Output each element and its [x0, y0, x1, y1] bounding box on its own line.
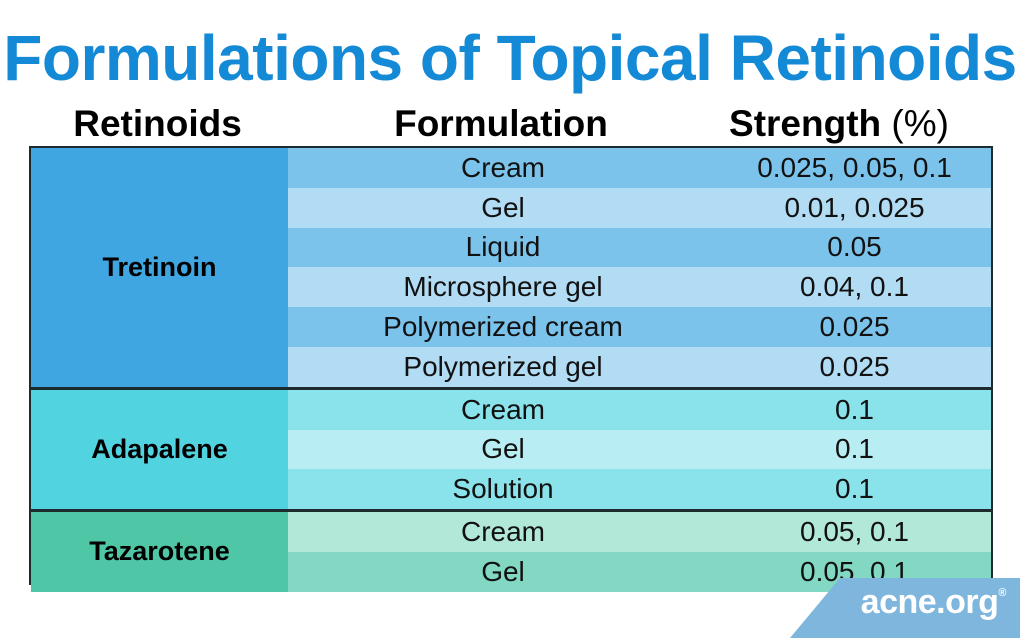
page-title: Formulations of Topical Retinoids [3, 22, 1017, 94]
strength-cell: 0.01, 0.025 [784, 191, 925, 223]
formulation-cell: Gel [481, 433, 525, 465]
table-row: Solution 0.1 [288, 469, 991, 510]
formulation-cell: Polymerized cream [383, 311, 623, 343]
formulation-cell: Gel [481, 555, 525, 587]
group-name: Tazarotene [31, 512, 288, 592]
strength-cell: 0.025, 0.05, 0.1 [757, 151, 952, 183]
strength-cell: 0.1 [835, 433, 874, 465]
formulation-cell: Gel [481, 191, 525, 223]
registered-mark: ® [998, 587, 1006, 599]
strength-cell: 0.025 [819, 350, 890, 382]
formulation-cell: Solution [452, 473, 554, 505]
strength-cell: 0.025 [819, 311, 890, 343]
strength-cell: 0.04, 0.1 [800, 271, 909, 303]
column-header-formulation: Formulation [394, 103, 608, 144]
table-row: Cream 0.1 [288, 389, 991, 430]
table-row: Cream 0.05, 0.1 [288, 512, 991, 552]
retinoids-table: Tretinoin Cream 0.025, 0.05, 0.1 Gel 0.01,… [29, 146, 993, 592]
group-name: Adapalene [31, 389, 288, 510]
table-row: Polymerized gel 0.025 [288, 346, 991, 387]
acne-org-logo: acne.org® [860, 583, 1007, 622]
formulation-cell: Cream [460, 393, 545, 425]
table-row: Gel 0.1 [288, 429, 991, 470]
table-row: Gel 0.01, 0.025 [288, 187, 991, 228]
formulation-cell: Cream [460, 516, 545, 548]
formulation-cell: Cream [460, 151, 545, 183]
table-row: Polymerized cream 0.025 [288, 307, 991, 347]
table-row: Microsphere gel 0.04, 0.1 [288, 267, 991, 308]
strength-unit: (%) [891, 103, 949, 144]
table-row: Liquid 0.05 [288, 227, 991, 268]
strength-label: Strength [729, 103, 882, 144]
column-header-strength: Strength (%) [686, 102, 992, 146]
table-header: Retinoids Formulation Strength (%) [0, 102, 1020, 146]
strength-cell: 0.05, 0.1 [800, 516, 909, 548]
table-row: Cream 0.025, 0.05, 0.1 [288, 148, 991, 188]
strength-cell: 0.1 [835, 393, 874, 425]
logo-text: acne.org [860, 583, 999, 621]
group-adapalene: Adapalene Cream 0.1 Gel 0.1 Solution 0.1 [31, 389, 991, 513]
strength-cell: 0.05 [827, 231, 882, 263]
strength-cell: 0.1 [835, 473, 874, 505]
formulation-cell: Microsphere gel [403, 271, 603, 303]
formulation-cell: Liquid [465, 231, 541, 263]
group-name: Tretinoin [31, 148, 288, 387]
formulation-cell: Polymerized gel [403, 350, 603, 382]
column-header-retinoids: Retinoids [73, 103, 242, 144]
group-tretinoin: Tretinoin Cream 0.025, 0.05, 0.1 Gel 0.01,… [31, 148, 991, 390]
